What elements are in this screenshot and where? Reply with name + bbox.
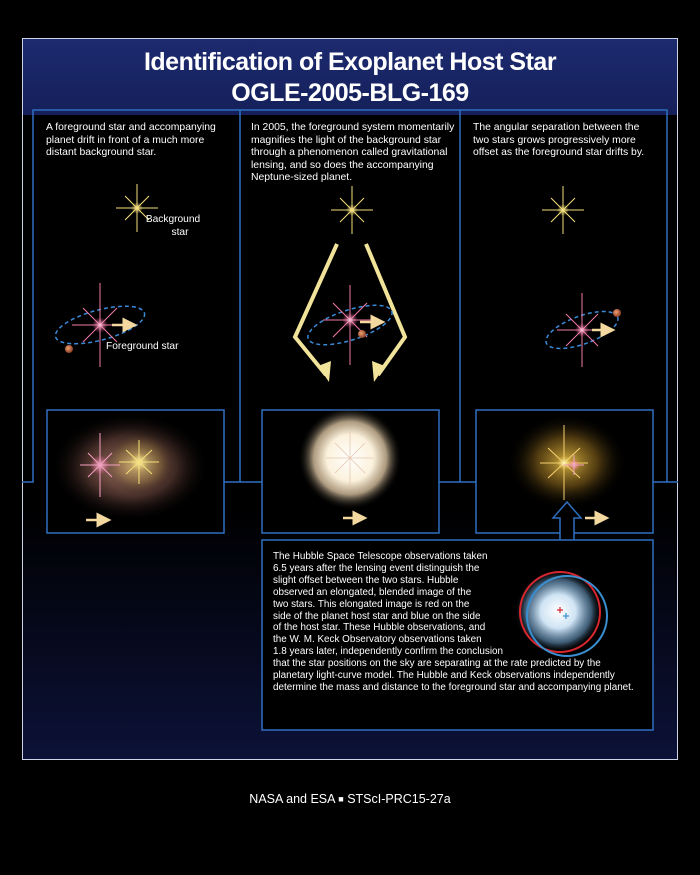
observation-line: of the host star. These Hubble observati… xyxy=(273,622,486,634)
observation-text: The Hubble Space Telescope observations … xyxy=(273,551,653,694)
offset-host-star xyxy=(564,455,584,475)
observation-line: side of the planet host star and blue on… xyxy=(273,610,481,622)
page-subtitle: OGLE-2005-BLG-169 xyxy=(231,79,469,107)
observation-line: planetary light-curve model. The Hubble … xyxy=(273,670,615,682)
caption-line: The angular separation between the xyxy=(473,122,640,133)
observation-line: The Hubble Space Telescope observations … xyxy=(273,551,488,562)
blue-ring xyxy=(526,575,608,657)
red-crosshair xyxy=(557,607,563,613)
observation-line: the W. M. Keck Observatory observations … xyxy=(273,634,482,646)
blue-crosshair xyxy=(563,613,569,619)
foreground-system-2 xyxy=(307,285,393,365)
blended-background-star xyxy=(119,440,159,484)
lensing-arrows xyxy=(292,243,408,382)
image-box-1 xyxy=(46,409,225,534)
caption-line: planet drift in front of a much more xyxy=(46,134,205,146)
label-line: star xyxy=(171,226,189,238)
orbit-ellipse xyxy=(307,304,393,346)
orbit-ellipse xyxy=(545,310,619,350)
observation-line: two stars. This elongated image is red o… xyxy=(273,598,470,610)
image-box-2 xyxy=(261,406,440,534)
planet xyxy=(358,330,366,338)
credit-line: NASA and ESA ■ STScI-PRC15-27a xyxy=(0,792,700,806)
caption-line: In 2005, the foreground system momentari… xyxy=(251,122,455,133)
planet xyxy=(65,345,73,353)
caption-line: two stars grows progressively more xyxy=(473,134,636,146)
panel-1-frame xyxy=(22,109,241,483)
observation-line: 1.8 years later, independently confirm t… xyxy=(273,646,504,658)
panel-1-caption: A foreground star and accompanying plane… xyxy=(46,122,236,160)
background-star-1 xyxy=(116,184,158,232)
caption-line: magnifies the light of the background st… xyxy=(251,134,442,146)
background-star-label: Background star xyxy=(145,214,201,239)
panel-1-illustration xyxy=(54,184,158,367)
panel-3-illustration xyxy=(542,186,621,367)
caption-line: A foreground star and accompanying xyxy=(46,122,216,133)
offset-background-star xyxy=(540,425,588,500)
observation-line: that the star positions on the sky are s… xyxy=(273,658,601,670)
credit-separator: ■ xyxy=(338,794,344,804)
caption-line: lensing, and so does the accompanying xyxy=(251,159,434,171)
panel-frames xyxy=(22,109,678,483)
foreground-system-3 xyxy=(545,293,621,367)
background-star-2 xyxy=(331,186,373,234)
blended-host-star xyxy=(80,433,120,497)
panel-3-caption: The angular separation between the two s… xyxy=(473,122,665,160)
background-star-3 xyxy=(542,186,584,234)
observation-line: 6.5 years after the lensing event distin… xyxy=(273,562,480,574)
panel-2-frame xyxy=(240,109,461,483)
panel-2-caption: In 2005, the foreground system momentari… xyxy=(251,122,456,185)
observation-line: observed an elongated, blended image of … xyxy=(273,586,472,598)
red-ring xyxy=(519,571,601,653)
callout-pointer xyxy=(551,500,583,540)
label-line: Background xyxy=(145,214,201,225)
caption-line: offset as the foreground star drifts by. xyxy=(473,147,645,159)
panel-2-illustration xyxy=(292,186,408,382)
panel-3-frame xyxy=(460,109,678,483)
credit-release-id: STScI-PRC15-27a xyxy=(347,792,451,806)
observation-line: determine the mass and distance to the f… xyxy=(273,681,634,693)
caption-line: through a phenomenon called gravitationa… xyxy=(251,147,448,159)
planet xyxy=(613,309,621,317)
caption-line: Neptune-sized planet. xyxy=(251,172,353,184)
caption-line: distant background star. xyxy=(46,147,157,159)
foreground-star-label: Foreground star xyxy=(106,341,179,352)
hubble-image xyxy=(505,557,621,673)
observation-line: slight offset between the two stars. Hub… xyxy=(273,574,459,586)
orbit-ellipse xyxy=(54,305,146,345)
credit-agencies: NASA and ESA xyxy=(249,792,335,806)
title-band xyxy=(23,39,677,115)
page-title: Identification of Exoplanet Host Star xyxy=(143,48,557,76)
foreground-system-1 xyxy=(54,283,146,367)
image-box-3 xyxy=(475,409,654,534)
